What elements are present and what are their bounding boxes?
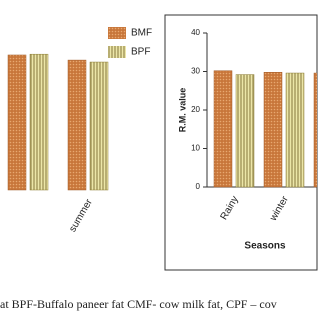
- bar: [213, 70, 233, 188]
- y-axis-label: R.M. value: [177, 88, 187, 133]
- y-tick-label: 40: [191, 28, 200, 37]
- legend-swatch: [108, 27, 126, 39]
- left-chart: summer BMF BPF: [7, 27, 152, 234]
- y-tick-label: 20: [191, 105, 200, 114]
- bar: [235, 74, 255, 188]
- right-chart: 0 10 20 30 40 Rainy winter: [191, 28, 317, 224]
- legend-swatch: [108, 46, 126, 58]
- x-axis-label: Seasons: [244, 241, 286, 252]
- x-tick-label: Rainy: [219, 194, 241, 222]
- bar: [29, 53, 49, 191]
- y-tick-label: 10: [191, 144, 200, 153]
- y-tick-label: 0: [196, 182, 201, 191]
- x-tick-label: summer: [67, 197, 95, 234]
- legend-label: BMF: [131, 28, 152, 39]
- bar: [7, 54, 27, 191]
- bar: [263, 72, 283, 188]
- x-tick-label: winter: [268, 194, 292, 224]
- caption: at BPF-Buffalo paneer fat CMF- cow milk …: [0, 297, 277, 311]
- bar: [313, 72, 317, 188]
- bar: [67, 59, 87, 191]
- legend-label: BPF: [131, 47, 150, 58]
- bar: [89, 61, 109, 191]
- y-tick-label: 30: [191, 67, 200, 76]
- bar: [285, 72, 305, 188]
